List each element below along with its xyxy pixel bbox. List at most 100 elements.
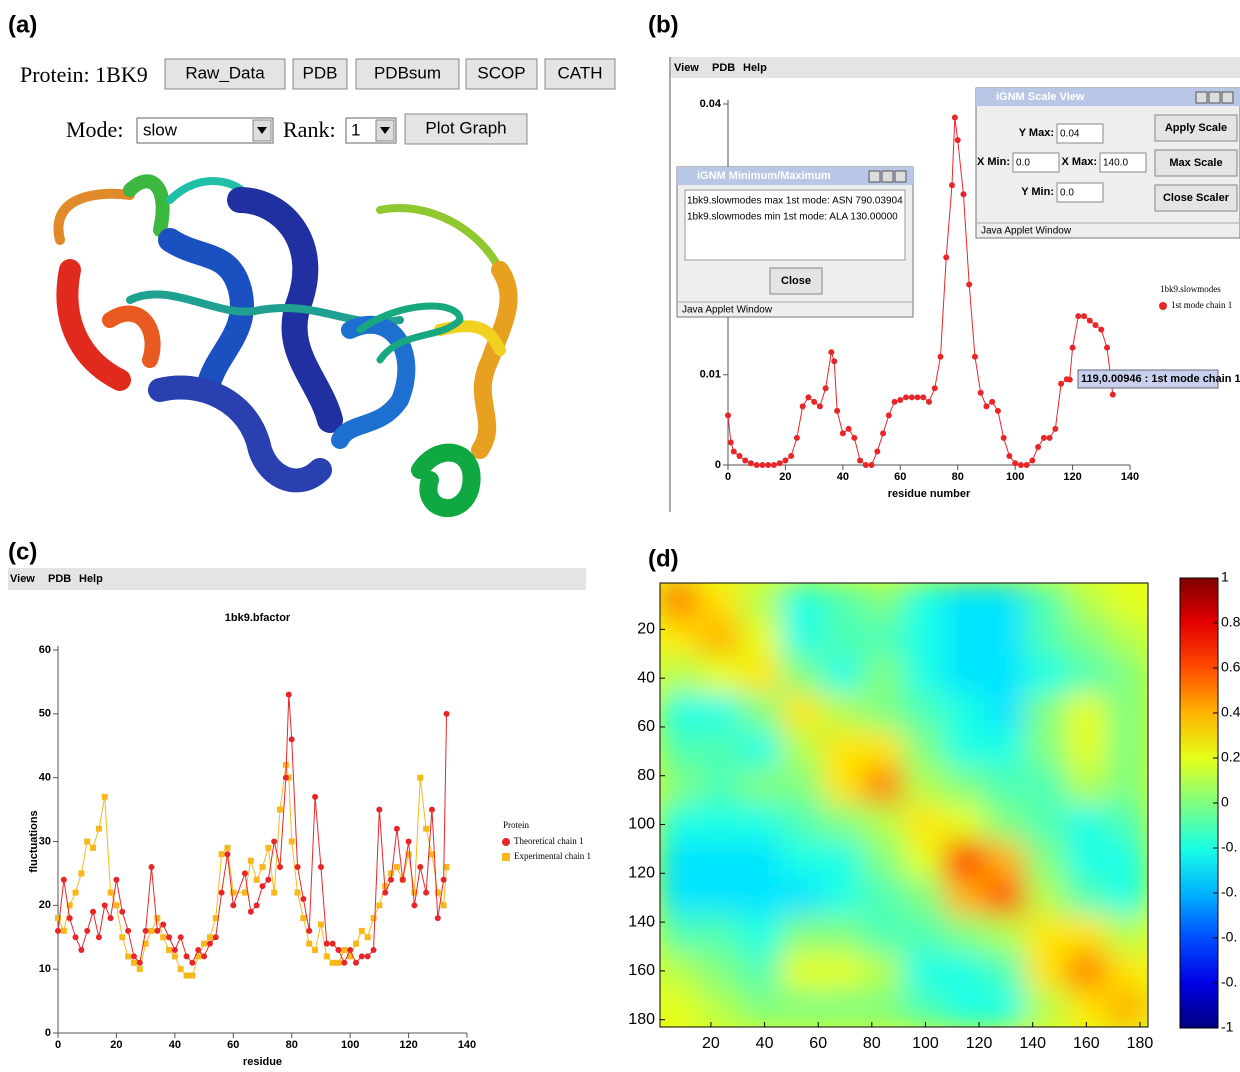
window-control[interactable] bbox=[869, 171, 880, 182]
heatmap-cell bbox=[984, 989, 1027, 1028]
point bbox=[423, 826, 429, 832]
point bbox=[886, 412, 892, 418]
y-tick-label: 40 bbox=[637, 669, 655, 686]
point bbox=[131, 960, 137, 966]
point bbox=[805, 394, 811, 400]
point bbox=[96, 934, 102, 940]
window-control[interactable] bbox=[1209, 92, 1220, 103]
heatmap-cell bbox=[822, 767, 865, 806]
menu-item[interactable]: PDB bbox=[48, 573, 71, 585]
point bbox=[84, 928, 90, 934]
heatmap-cell bbox=[903, 804, 946, 843]
point bbox=[1087, 318, 1093, 324]
colorbar-tick-label: 0 bbox=[1221, 794, 1229, 810]
x-axis-label: residue bbox=[243, 1056, 282, 1068]
legend-title: 1bk9.slowmodes bbox=[1160, 284, 1221, 294]
point bbox=[972, 354, 978, 360]
point bbox=[851, 435, 857, 441]
point bbox=[137, 960, 143, 966]
point bbox=[289, 736, 295, 742]
point bbox=[318, 864, 324, 870]
y-tick-label: 80 bbox=[637, 767, 655, 784]
point bbox=[840, 430, 846, 436]
colorbar bbox=[1180, 578, 1218, 1028]
window-control[interactable] bbox=[882, 171, 893, 182]
series-line bbox=[58, 695, 447, 963]
point bbox=[184, 973, 190, 979]
point bbox=[90, 909, 96, 915]
heatmap-cell bbox=[822, 915, 865, 954]
point bbox=[148, 864, 154, 870]
colorbar-tick-label: -0. bbox=[1221, 974, 1237, 990]
point bbox=[411, 902, 417, 908]
point bbox=[283, 775, 289, 781]
heatmap-cell bbox=[822, 841, 865, 880]
heatmap-cell bbox=[659, 693, 702, 732]
heatmap-cell bbox=[862, 989, 905, 1028]
heatmap-cell bbox=[659, 989, 702, 1028]
heatmap-cell bbox=[781, 989, 824, 1028]
window-title: iGNM Minimum/Maximum bbox=[697, 170, 831, 182]
heatmap-cell bbox=[903, 656, 946, 695]
menu-item[interactable]: PDB bbox=[712, 62, 735, 74]
heatmap-cell bbox=[984, 952, 1027, 991]
point bbox=[73, 890, 79, 896]
point bbox=[394, 826, 400, 832]
button-label: SCOP bbox=[477, 63, 525, 82]
heatmap-cell bbox=[1066, 693, 1109, 732]
heatmap-cell bbox=[1106, 767, 1149, 806]
point bbox=[978, 390, 984, 396]
heatmap-cell bbox=[1066, 656, 1109, 695]
point bbox=[388, 877, 394, 883]
point bbox=[353, 960, 359, 966]
heatmap-cells bbox=[659, 582, 1149, 1028]
heatmap-cell bbox=[903, 989, 946, 1028]
point bbox=[376, 902, 382, 908]
heatmap-cell bbox=[781, 730, 824, 769]
menu-item[interactable]: Help bbox=[79, 573, 103, 585]
point bbox=[834, 408, 840, 414]
heatmap-cell bbox=[740, 656, 783, 695]
window-footer: Java Applet Window bbox=[981, 226, 1072, 237]
heatmap-cell bbox=[1025, 804, 1068, 843]
point bbox=[224, 845, 230, 851]
heatmap-cell bbox=[700, 841, 743, 880]
point bbox=[277, 807, 283, 813]
point bbox=[736, 453, 742, 459]
field-label: X Max: bbox=[1062, 156, 1097, 168]
text-line: 1bk9.slowmodes min 1st mode: ALA 130.000… bbox=[687, 212, 898, 223]
point bbox=[444, 864, 450, 870]
x-tick-label: 20 bbox=[110, 1039, 122, 1051]
point bbox=[406, 839, 412, 845]
point bbox=[794, 435, 800, 441]
point bbox=[330, 941, 336, 947]
heatmap-cell bbox=[781, 878, 824, 917]
point bbox=[955, 137, 961, 143]
point bbox=[113, 902, 119, 908]
panel-label: (d) bbox=[648, 545, 679, 572]
point bbox=[897, 397, 903, 403]
menu-item[interactable]: View bbox=[674, 62, 699, 74]
window-control[interactable] bbox=[1222, 92, 1233, 103]
x-tick-label: 100 bbox=[1006, 471, 1024, 483]
heatmap-cell bbox=[740, 878, 783, 917]
window-control[interactable] bbox=[895, 171, 906, 182]
heatmap-cell bbox=[700, 619, 743, 658]
menu-item[interactable]: View bbox=[10, 573, 35, 585]
rank-label: Rank: bbox=[283, 117, 336, 142]
point bbox=[728, 439, 734, 445]
window-control[interactable] bbox=[1196, 92, 1207, 103]
x-tick-label: 20 bbox=[779, 471, 791, 483]
point bbox=[300, 915, 306, 921]
point bbox=[102, 794, 108, 800]
heatmap-cell bbox=[984, 582, 1027, 621]
point bbox=[201, 941, 207, 947]
point bbox=[207, 941, 213, 947]
menu-item[interactable]: Help bbox=[743, 62, 767, 74]
x-tick-label: 120 bbox=[399, 1039, 417, 1051]
heatmap-cell bbox=[903, 952, 946, 991]
window-footer: Java Applet Window bbox=[682, 305, 773, 316]
x-tick-label: 120 bbox=[1063, 471, 1081, 483]
heatmap-cell bbox=[781, 841, 824, 880]
point bbox=[966, 282, 972, 288]
